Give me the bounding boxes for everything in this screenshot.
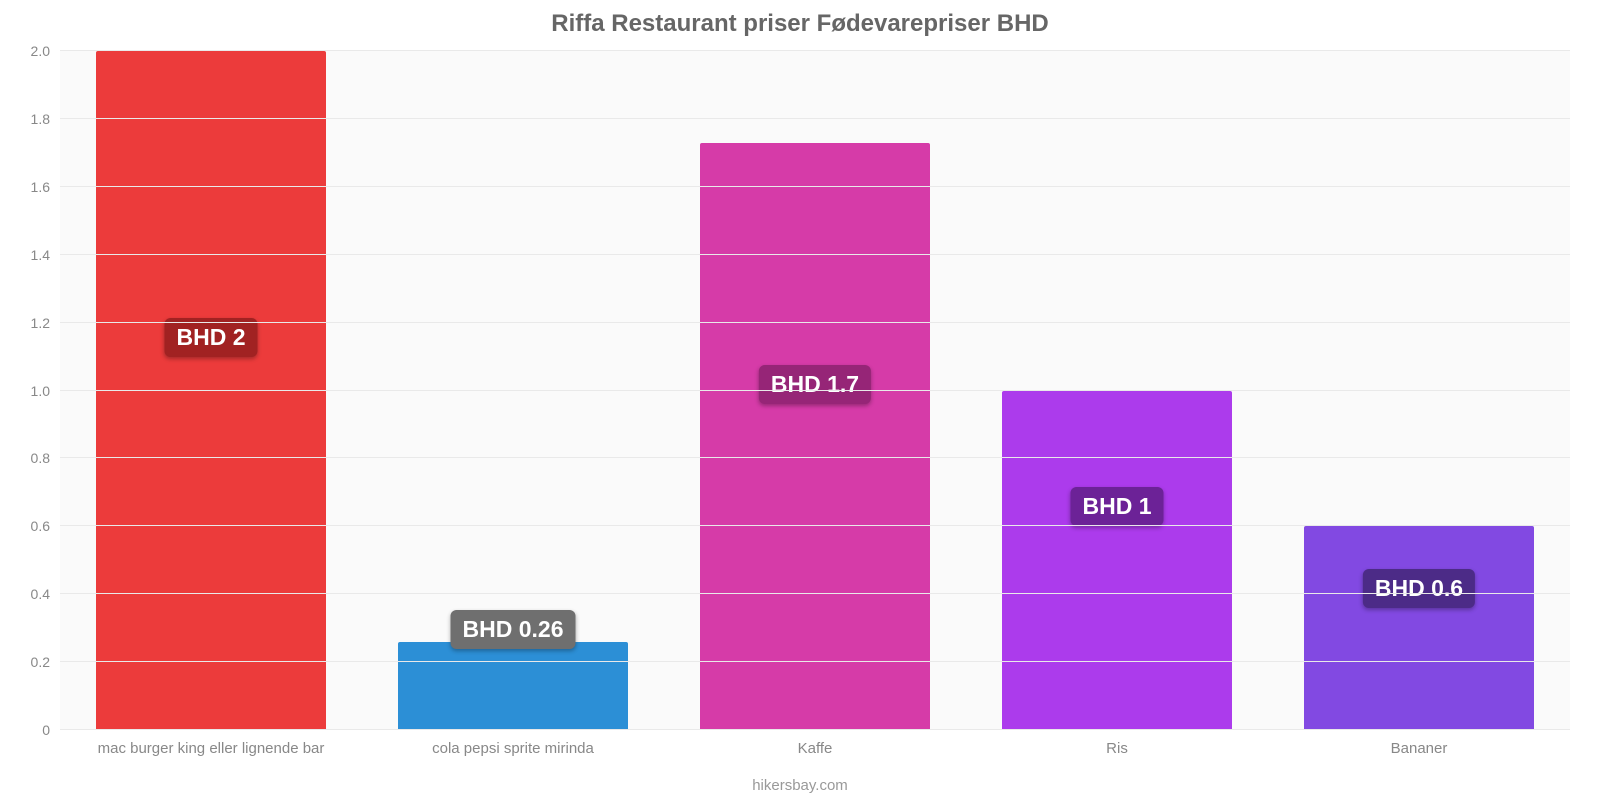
ytick-label: 1.0 — [31, 383, 60, 399]
value-label: BHD 0.6 — [1363, 569, 1475, 608]
xtick-label: Kaffe — [798, 740, 833, 757]
ytick-label: 1.8 — [31, 111, 60, 127]
ytick-label: 0.6 — [31, 518, 60, 534]
gridline — [60, 729, 1570, 730]
ytick-label: 1.6 — [31, 179, 60, 195]
bars-container: BHD 2mac burger king eller lignende barB… — [60, 51, 1570, 730]
gridline — [60, 118, 1570, 119]
value-label: BHD 1 — [1070, 487, 1163, 526]
source-text: hikersbay.com — [0, 777, 1600, 794]
ytick-label: 0.4 — [31, 586, 60, 602]
gridline — [60, 254, 1570, 255]
xtick-label: Ris — [1106, 740, 1128, 757]
bar-slot: BHD 0.26cola pepsi sprite mirinda — [362, 51, 664, 730]
gridline — [60, 525, 1570, 526]
gridline — [60, 457, 1570, 458]
ytick-label: 2.0 — [31, 43, 60, 59]
gridline — [60, 186, 1570, 187]
gridline — [60, 390, 1570, 391]
ytick-label: 1.4 — [31, 247, 60, 263]
xtick-label: cola pepsi sprite mirinda — [432, 740, 594, 757]
gridline — [60, 593, 1570, 594]
bar — [398, 642, 628, 730]
ytick-label: 1.2 — [31, 315, 60, 331]
bar-slot: BHD 1Ris — [966, 51, 1268, 730]
chart-title: Riffa Restaurant priser Fødevarepriser B… — [0, 0, 1600, 38]
xtick-label: mac burger king eller lignende bar — [98, 740, 325, 757]
xtick-label: Bananer — [1391, 740, 1448, 757]
bar — [96, 51, 326, 730]
plot-area: BHD 2mac burger king eller lignende barB… — [60, 50, 1570, 730]
ytick-label: 0 — [42, 722, 60, 738]
value-label: BHD 1.7 — [759, 365, 871, 404]
ytick-label: 0.8 — [31, 450, 60, 466]
gridline — [60, 661, 1570, 662]
gridline — [60, 322, 1570, 323]
ytick-label: 0.2 — [31, 654, 60, 670]
bar-slot: BHD 1.7Kaffe — [664, 51, 966, 730]
price-bar-chart: Riffa Restaurant priser Fødevarepriser B… — [0, 0, 1600, 800]
bar-slot: BHD 0.6Bananer — [1268, 51, 1570, 730]
value-label: BHD 0.26 — [451, 610, 576, 649]
bar — [1304, 526, 1534, 730]
gridline — [60, 50, 1570, 51]
bar-slot: BHD 2mac burger king eller lignende bar — [60, 51, 362, 730]
bar — [700, 143, 930, 730]
value-label: BHD 2 — [164, 318, 257, 357]
bar — [1002, 391, 1232, 731]
